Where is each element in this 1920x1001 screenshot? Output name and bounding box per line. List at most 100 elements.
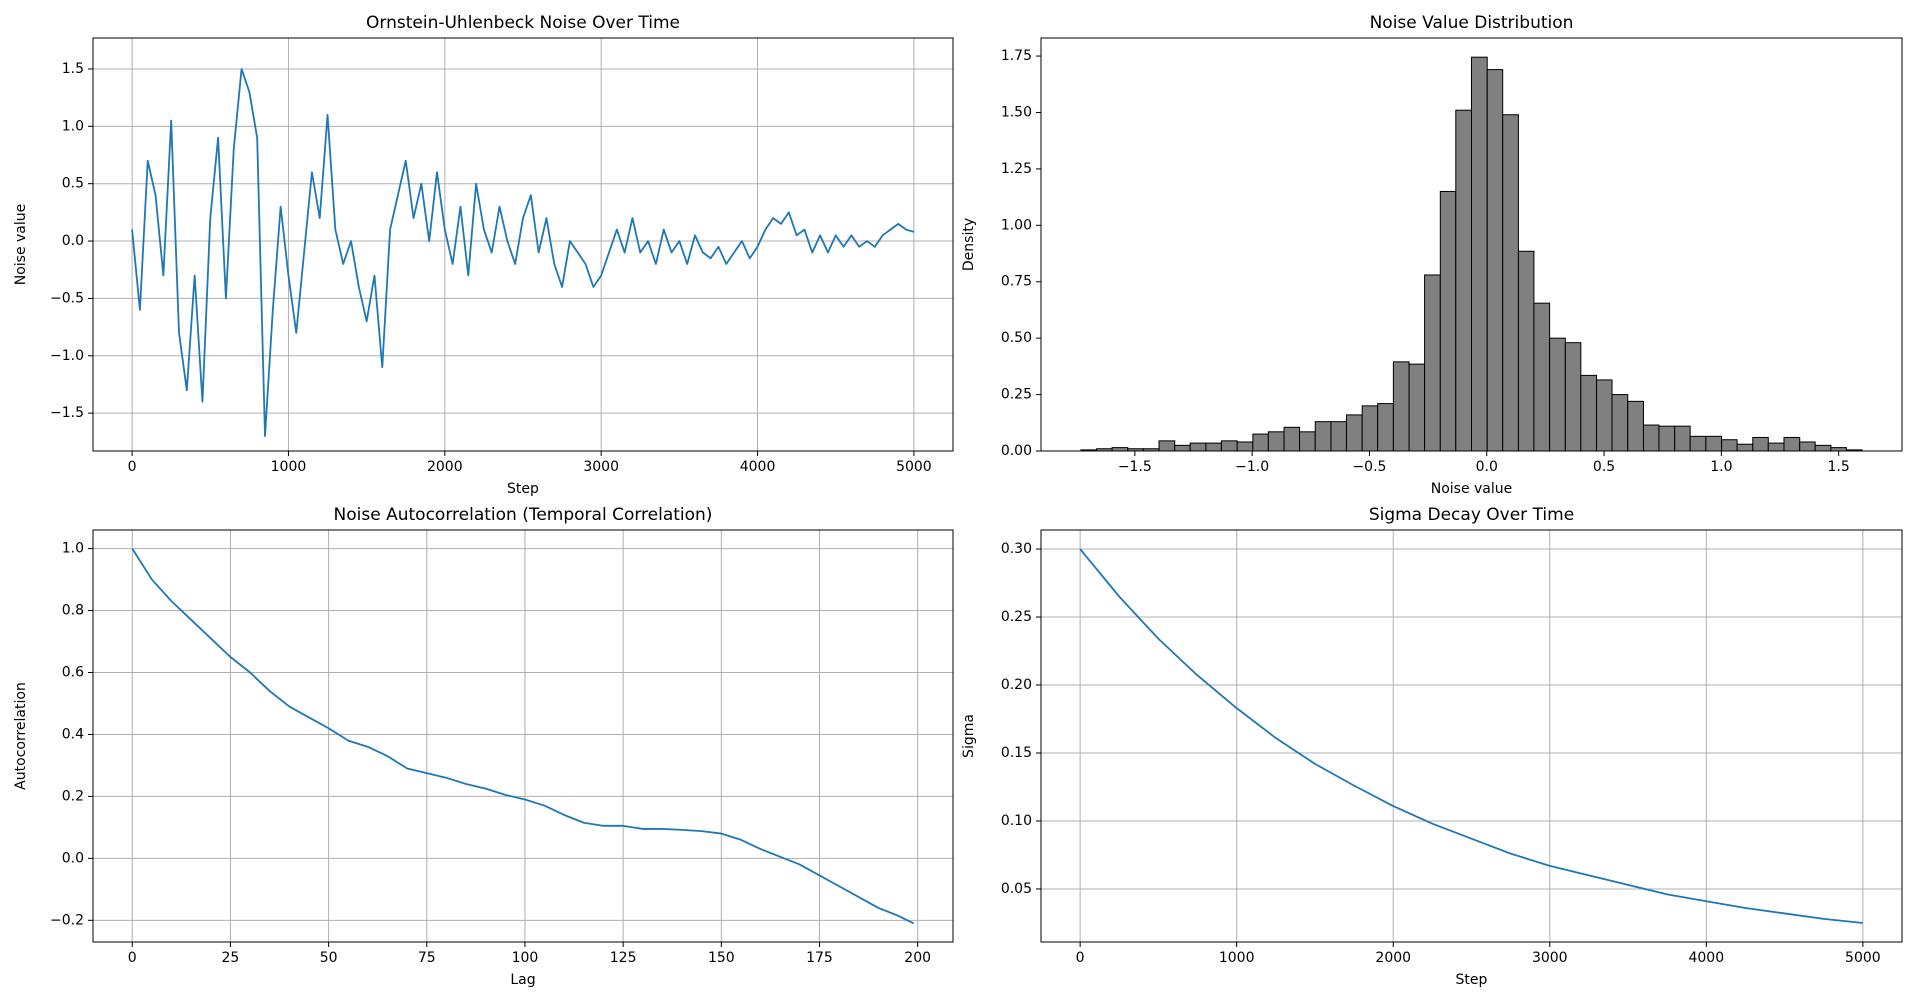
histogram-bar: [1455, 109, 1473, 452]
x-tick-label: 75: [418, 950, 436, 966]
data-line: [1079, 548, 1863, 924]
x-tick-label: 0: [128, 459, 137, 475]
histogram-bar: [1439, 190, 1457, 452]
histogram-bar: [1486, 69, 1504, 452]
y-tick-label: 0.30: [1001, 541, 1032, 557]
histogram-bar: [1830, 447, 1847, 452]
y-tick-label: 0.25: [1001, 387, 1032, 403]
y-axis-label: Density: [961, 218, 977, 271]
y-tick-label: 0.20: [1001, 677, 1032, 693]
y-tick-label: 0.8: [62, 603, 84, 619]
y-tick-label: −1.0: [50, 348, 84, 364]
x-tick-label: 0: [1076, 950, 1085, 966]
y-tick-label: 0.10: [1001, 813, 1032, 829]
y-tick-label: 0.5: [62, 176, 84, 192]
x-tick-label: 150: [708, 950, 735, 966]
x-axis-label: Lag: [510, 972, 535, 988]
histogram-bar: [1392, 361, 1410, 452]
histogram-bar: [1627, 400, 1644, 452]
x-tick-label: 5000: [896, 459, 932, 475]
chart-title: Noise Value Distribution: [1370, 13, 1574, 33]
y-tick-label: 0.05: [1001, 881, 1032, 897]
y-tick-label: 1.0: [62, 118, 84, 134]
y-tick-label: 0.00: [1001, 443, 1032, 459]
data-line: [131, 548, 915, 925]
histogram-bar: [1267, 431, 1285, 452]
chart-title: Sigma Decay Over Time: [1369, 505, 1574, 525]
histogram-bar: [1517, 250, 1535, 452]
x-tick-label: 1000: [1219, 950, 1255, 966]
y-tick-label: 0.25: [1001, 609, 1032, 625]
y-tick-label: 0.0: [62, 850, 84, 866]
histogram-bar: [1471, 56, 1488, 452]
x-tick-label: −1.5: [1118, 459, 1152, 475]
histogram-bar: [1533, 302, 1551, 452]
x-tick-label: 3000: [583, 459, 619, 475]
x-tick-label: 2000: [1375, 950, 1411, 966]
data-line: [131, 68, 915, 437]
histogram-bar: [1752, 436, 1769, 452]
y-tick-label: 1.00: [1001, 217, 1032, 233]
y-tick-label: 1.25: [1001, 161, 1032, 177]
histogram-bar: [1314, 421, 1332, 452]
y-tick-label: 0.0: [62, 233, 84, 249]
x-axis-label: Noise value: [1431, 481, 1513, 497]
y-axis-label: Noise value: [13, 204, 29, 286]
histogram-bar: [1220, 440, 1238, 452]
y-tick-label: 1.50: [1001, 104, 1032, 120]
y-tick-label: 0.50: [1001, 330, 1032, 346]
x-tick-label: 0: [128, 950, 137, 966]
chart-title: Noise Autocorrelation (Temporal Correlat…: [334, 505, 713, 525]
histogram-bar: [1111, 447, 1129, 452]
y-tick-label: −0.5: [50, 290, 84, 306]
y-tick-label: 0.75: [1001, 274, 1032, 290]
axes-frame: [92, 529, 954, 943]
histogram-bar: [1783, 436, 1801, 452]
x-tick-label: 200: [904, 950, 931, 966]
x-tick-label: 4000: [1688, 950, 1724, 966]
axes-frame: [1040, 37, 1903, 452]
histogram-bar: [1283, 426, 1301, 452]
x-tick-label: 4000: [740, 459, 776, 475]
chart-title: Ornstein-Uhlenbeck Noise Over Time: [366, 13, 680, 33]
histogram-bar: [1549, 337, 1566, 452]
y-tick-label: 0.6: [62, 664, 84, 680]
histogram-bar: [1705, 435, 1723, 452]
histogram-bar: [1674, 425, 1691, 452]
x-tick-label: 3000: [1532, 950, 1568, 966]
x-tick-label: 5000: [1845, 950, 1881, 966]
histogram-bar: [1361, 405, 1379, 452]
histogram-bar: [1502, 114, 1519, 452]
histogram-bar: [1330, 421, 1347, 452]
x-tick-label: 100: [512, 950, 539, 966]
axes-frame: [1040, 529, 1903, 943]
x-tick-label: 1.5: [1828, 459, 1850, 475]
y-tick-label: 1.0: [62, 541, 84, 557]
histogram-bar: [1642, 424, 1660, 452]
x-tick-label: 0.5: [1593, 459, 1615, 475]
histogram-bar: [1205, 442, 1222, 452]
histogram-bar: [1377, 403, 1394, 452]
histogram-bar: [1299, 431, 1316, 452]
histogram-bar: [1158, 440, 1176, 452]
x-tick-label: 50: [320, 950, 338, 966]
y-tick-label: −0.2: [50, 912, 84, 928]
y-tick-label: −1.5: [50, 405, 84, 421]
x-axis-label: Step: [1456, 972, 1488, 988]
x-tick-label: 25: [222, 950, 240, 966]
x-tick-label: 1.0: [1710, 459, 1732, 475]
histogram-bar: [1658, 425, 1676, 452]
histogram-bar: [1252, 433, 1269, 452]
y-tick-label: 0.4: [62, 726, 84, 742]
y-tick-label: 1.75: [1001, 48, 1032, 64]
x-tick-label: −1.0: [1235, 459, 1269, 475]
x-tick-label: −0.5: [1352, 459, 1386, 475]
histogram-bar: [1767, 442, 1785, 452]
x-tick-label: 175: [806, 950, 833, 966]
histogram-bar: [1564, 342, 1582, 452]
histogram-bar: [1611, 394, 1629, 452]
y-tick-label: 0.15: [1001, 745, 1032, 761]
histogram-bar: [1814, 444, 1832, 452]
